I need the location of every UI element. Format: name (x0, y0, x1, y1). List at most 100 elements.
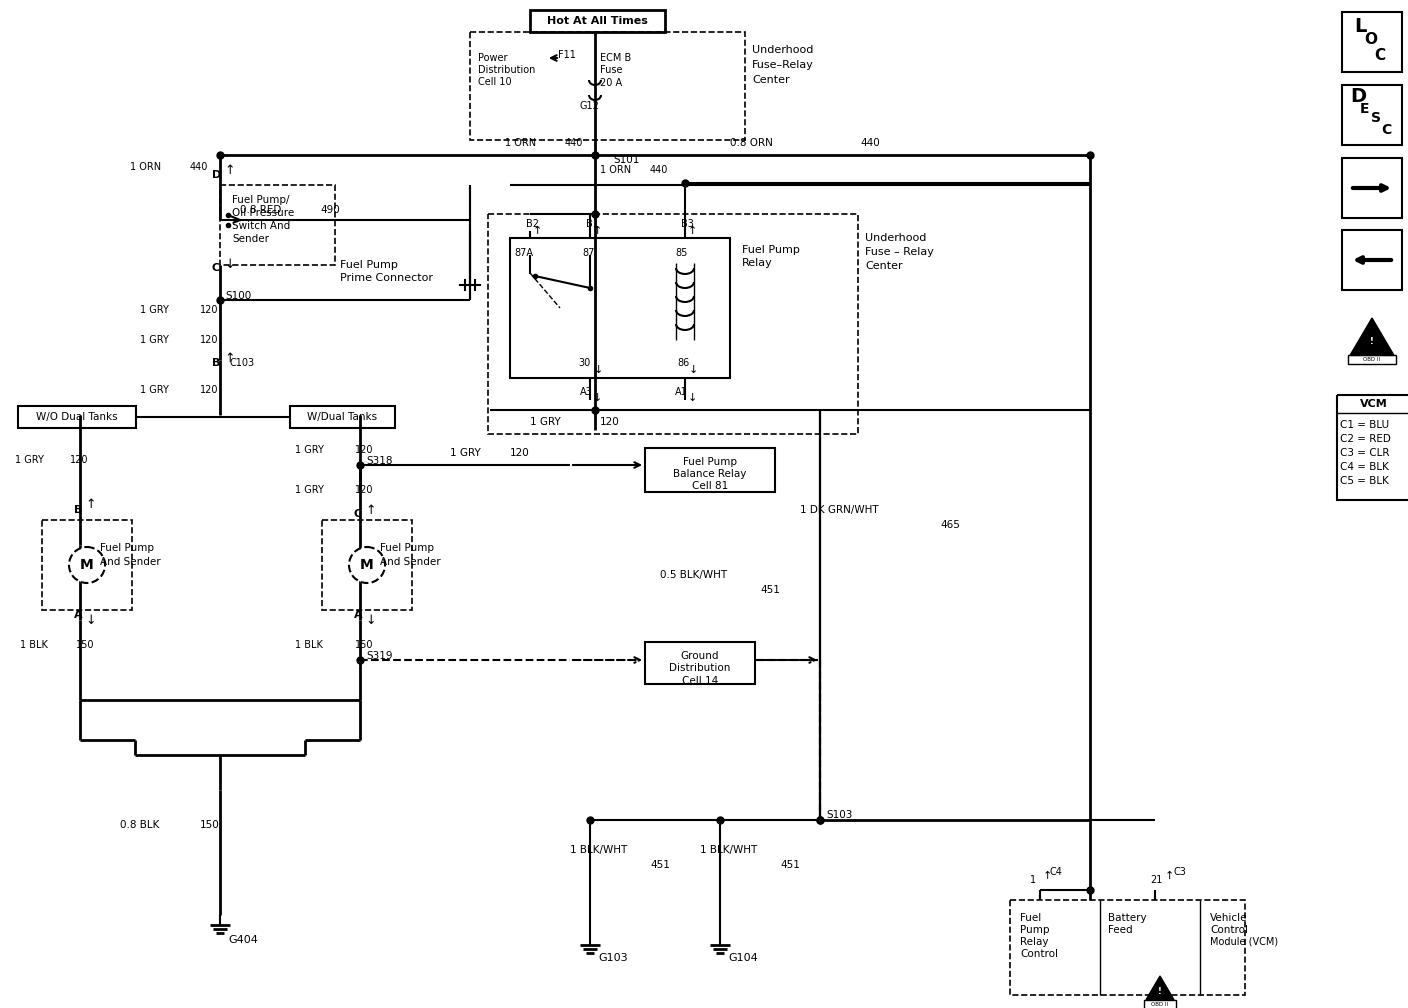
Text: Relay: Relay (742, 258, 773, 268)
Text: 120: 120 (200, 305, 218, 314)
Text: D: D (213, 170, 221, 180)
Text: C5 = BLK: C5 = BLK (1340, 476, 1388, 486)
Text: B1: B1 (586, 219, 598, 229)
Text: A: A (353, 610, 363, 620)
Text: 1: 1 (1031, 875, 1036, 885)
Text: L: L (1354, 16, 1366, 35)
Text: 87: 87 (582, 248, 594, 258)
Text: M: M (360, 558, 375, 572)
Bar (220, 185, 335, 265)
Bar (1342, 85, 1402, 145)
Text: Power: Power (477, 53, 507, 62)
Text: A: A (75, 610, 83, 620)
Text: ↓: ↓ (224, 257, 235, 270)
Text: OBD II: OBD II (1152, 1002, 1169, 1007)
Text: 0.8 RED: 0.8 RED (239, 205, 282, 215)
Text: 440: 440 (860, 138, 880, 148)
Text: Hot At All Times: Hot At All Times (548, 16, 648, 26)
Text: C: C (1374, 47, 1385, 62)
Text: Cell 81: Cell 81 (691, 481, 728, 491)
Text: 150: 150 (200, 820, 220, 830)
Circle shape (69, 547, 106, 583)
Bar (470, 32, 745, 140)
Text: ↑: ↑ (689, 226, 697, 236)
Text: C4: C4 (1050, 867, 1063, 877)
Text: ↑: ↑ (1043, 871, 1052, 881)
Text: 20 A: 20 A (600, 78, 622, 88)
Bar (510, 238, 729, 378)
Text: C2 = RED: C2 = RED (1340, 434, 1391, 444)
Text: ECM B: ECM B (600, 53, 631, 62)
Text: A1: A1 (674, 387, 687, 397)
Bar (529, 10, 665, 32)
Text: Ground: Ground (680, 651, 719, 661)
Text: 30: 30 (579, 358, 590, 368)
Bar (1010, 900, 1245, 995)
Text: Prime Connector: Prime Connector (339, 273, 434, 283)
Text: Distribution: Distribution (669, 663, 731, 673)
Text: ↓: ↓ (593, 393, 603, 403)
Text: Fuse – Relay: Fuse – Relay (865, 247, 934, 257)
Text: 440: 440 (565, 138, 583, 148)
Text: Module (VCM): Module (VCM) (1209, 937, 1278, 947)
Text: 1 GRY: 1 GRY (139, 335, 169, 345)
Text: Underhood: Underhood (865, 233, 926, 243)
Text: ↑: ↑ (593, 226, 603, 236)
Text: S103: S103 (826, 810, 852, 820)
Text: C3: C3 (1173, 867, 1186, 877)
Text: C1 = BLU: C1 = BLU (1340, 420, 1390, 430)
Text: ↓: ↓ (365, 614, 376, 627)
Text: B: B (75, 505, 83, 515)
Polygon shape (1350, 318, 1394, 356)
Bar (1143, 1000, 1176, 1008)
Text: C: C (213, 263, 220, 273)
Text: Center: Center (752, 75, 790, 85)
Text: E: E (1360, 102, 1370, 116)
Text: 120: 120 (200, 385, 218, 395)
Text: S100: S100 (225, 291, 251, 301)
Text: 1 BLK: 1 BLK (20, 640, 48, 650)
Text: Fuel Pump: Fuel Pump (339, 260, 398, 270)
Text: 1 BLK/WHT: 1 BLK/WHT (570, 845, 627, 855)
Text: 1 DK GRN/WHT: 1 DK GRN/WHT (800, 505, 879, 515)
Text: 85: 85 (674, 248, 687, 258)
Text: Underhood: Underhood (752, 45, 814, 55)
Bar (42, 520, 132, 610)
Text: !: ! (1157, 988, 1162, 997)
Text: Fuel Pump: Fuel Pump (380, 543, 434, 553)
Text: Fuel: Fuel (1019, 913, 1042, 923)
Text: 0.8 ORN: 0.8 ORN (729, 138, 773, 148)
Text: G12: G12 (580, 101, 600, 111)
Bar (489, 214, 857, 434)
Text: C3 = CLR: C3 = CLR (1340, 448, 1390, 458)
Text: C103: C103 (230, 358, 255, 368)
Text: 1 GRY: 1 GRY (296, 445, 324, 455)
Text: 1 BLK: 1 BLK (296, 640, 322, 650)
Text: Battery: Battery (1108, 913, 1146, 923)
Text: 86: 86 (677, 358, 690, 368)
Text: ↓: ↓ (689, 365, 698, 375)
Text: 440: 440 (190, 162, 208, 172)
Bar (322, 520, 413, 610)
Text: A3: A3 (580, 387, 593, 397)
Text: Switch And: Switch And (232, 221, 290, 231)
Text: 120: 120 (600, 417, 620, 427)
Text: OBD II: OBD II (1363, 358, 1381, 363)
Text: D: D (1350, 88, 1366, 107)
Text: 1 ORN: 1 ORN (600, 165, 631, 175)
Text: 1 GRY: 1 GRY (15, 455, 44, 465)
Text: 120: 120 (70, 455, 89, 465)
Text: 1 GRY: 1 GRY (451, 448, 480, 458)
Text: ↑: ↑ (224, 352, 235, 365)
Text: 1 BLK/WHT: 1 BLK/WHT (700, 845, 758, 855)
Text: Center: Center (865, 261, 903, 271)
Bar (1342, 230, 1402, 290)
Bar (18, 406, 137, 428)
Text: 451: 451 (760, 585, 780, 595)
Text: 465: 465 (941, 520, 960, 530)
Text: Relay: Relay (1019, 937, 1049, 947)
Text: C: C (353, 509, 362, 519)
Text: B: B (213, 358, 221, 368)
Text: F11: F11 (558, 50, 576, 60)
Text: 1 GRY: 1 GRY (296, 485, 324, 495)
